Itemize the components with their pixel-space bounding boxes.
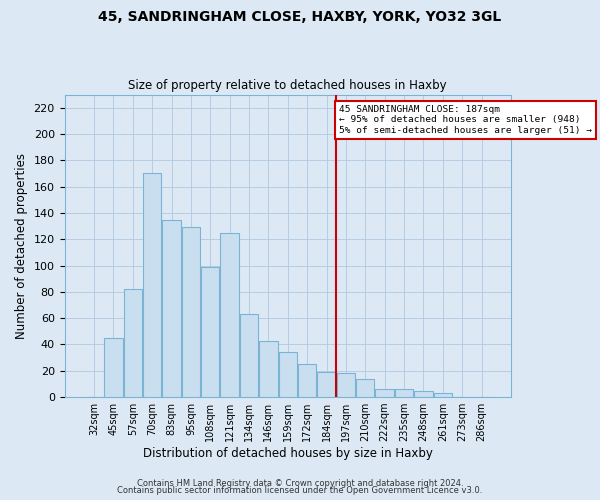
X-axis label: Distribution of detached houses by size in Haxby: Distribution of detached houses by size … bbox=[143, 447, 433, 460]
Bar bbox=[395, 389, 413, 397]
Bar bbox=[104, 338, 122, 397]
Y-axis label: Number of detached properties: Number of detached properties bbox=[15, 153, 28, 339]
Bar bbox=[124, 289, 142, 397]
Bar bbox=[317, 372, 336, 397]
Text: Contains public sector information licensed under the Open Government Licence v3: Contains public sector information licen… bbox=[118, 486, 482, 495]
Title: Size of property relative to detached houses in Haxby: Size of property relative to detached ho… bbox=[128, 79, 447, 92]
Bar bbox=[259, 340, 278, 397]
Bar bbox=[414, 390, 433, 397]
Bar bbox=[376, 389, 394, 397]
Text: Contains HM Land Registry data © Crown copyright and database right 2024.: Contains HM Land Registry data © Crown c… bbox=[137, 478, 463, 488]
Bar bbox=[356, 378, 374, 397]
Bar bbox=[337, 374, 355, 397]
Bar bbox=[220, 232, 239, 397]
Bar bbox=[201, 267, 220, 397]
Bar bbox=[278, 352, 297, 397]
Bar bbox=[143, 174, 161, 397]
Text: 45, SANDRINGHAM CLOSE, HAXBY, YORK, YO32 3GL: 45, SANDRINGHAM CLOSE, HAXBY, YORK, YO32… bbox=[98, 10, 502, 24]
Bar bbox=[298, 364, 316, 397]
Bar bbox=[240, 314, 258, 397]
Bar bbox=[182, 228, 200, 397]
Bar bbox=[163, 220, 181, 397]
Bar bbox=[434, 393, 452, 397]
Text: 45 SANDRINGHAM CLOSE: 187sqm
← 95% of detached houses are smaller (948)
5% of se: 45 SANDRINGHAM CLOSE: 187sqm ← 95% of de… bbox=[339, 105, 592, 135]
